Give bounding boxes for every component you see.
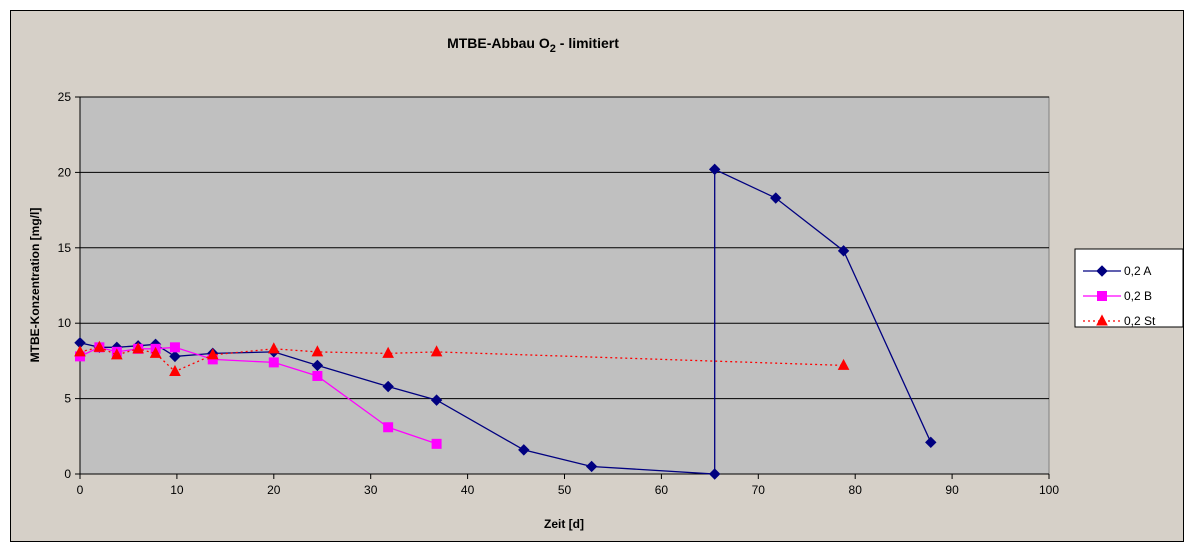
x-tick-label: 70 — [752, 483, 766, 497]
y-tick-label: 0 — [64, 467, 71, 481]
data-point-diamond — [708, 468, 721, 480]
axes: 0 5 10 15 20 25 0 10 20 30 40 50 60 70 80 90 100 — [58, 90, 1060, 497]
x-tick-label: 80 — [849, 483, 863, 497]
y-tick-label: 15 — [58, 241, 72, 255]
plot-area — [79, 96, 1050, 475]
y-tick-label: 5 — [64, 392, 71, 406]
data-point-diamond — [770, 192, 782, 204]
chart-title-rest: - limitiert — [556, 35, 619, 51]
data-point-triangle — [382, 346, 394, 358]
data-point-triangle — [93, 340, 106, 352]
chart-title-subscript: 2 — [550, 43, 556, 55]
legend-box — [1074, 248, 1184, 328]
y-axis-label: MTBE-Konzentration [mg/l] — [28, 208, 42, 363]
grid-lines — [80, 96, 1049, 400]
legend-marker-diamond — [1096, 265, 1108, 277]
data-point-triangle — [149, 346, 162, 358]
data-point-diamond — [925, 436, 937, 449]
chart-area: MTBE-Abbau O2 - limitiert 0 5 10 15 20 25 0 10 2… — [10, 10, 1184, 542]
x-axis-label: Zeit [d] — [544, 517, 584, 531]
data-point-square — [431, 438, 442, 449]
data-point-diamond — [518, 444, 530, 456]
data-point-diamond — [585, 460, 598, 473]
data-point-triangle — [74, 345, 86, 357]
legend-label: 0,2 St — [1124, 314, 1156, 328]
data-point-diamond — [311, 359, 324, 372]
data-point-square — [268, 357, 279, 368]
data-point-triangle — [206, 348, 219, 360]
series-line-triangle — [79, 346, 844, 373]
data-point-triangle — [110, 348, 123, 360]
data-point-diamond — [382, 380, 394, 393]
data-point-diamond — [708, 163, 721, 176]
data-point-square — [312, 370, 323, 381]
data-point-diamond — [430, 394, 443, 406]
data-point-triangle — [169, 364, 181, 376]
x-tick-label: 0 — [77, 483, 84, 497]
chart-title-main: MTBE-Abbau O — [447, 35, 550, 51]
data-point-diamond — [169, 350, 181, 363]
x-tick-label: 60 — [655, 483, 669, 497]
legend-marker-triangle — [1096, 314, 1108, 326]
data-point-diamond — [837, 245, 850, 257]
legend-label: 0,2 B — [1124, 289, 1152, 303]
y-tick-label: 10 — [58, 316, 72, 330]
x-tick-label: 20 — [267, 483, 281, 497]
data-point-triangle — [267, 342, 280, 354]
data-point-triangle — [132, 342, 144, 354]
x-tick-label: 30 — [364, 483, 378, 497]
legend-label: 0,2 A — [1124, 264, 1151, 278]
x-tick-label: 50 — [558, 483, 572, 497]
series-layer — [74, 163, 937, 480]
x-tick-label: 100 — [1039, 483, 1059, 497]
x-tick-label: 90 — [945, 483, 959, 497]
data-point-square — [169, 342, 180, 353]
x-tick-label: 10 — [170, 483, 184, 497]
chart-title: MTBE-Abbau O2 - limitiert — [447, 35, 619, 55]
data-point-square — [383, 422, 394, 433]
legend-marker-square — [1097, 291, 1107, 301]
data-point-triangle — [837, 358, 850, 370]
x-tick-label: 40 — [461, 483, 475, 497]
y-tick-label: 25 — [58, 90, 72, 104]
data-point-triangle — [430, 345, 443, 357]
data-point-triangle — [311, 345, 324, 357]
y-tick-label: 20 — [58, 165, 72, 179]
legend: 0,2 A 0,2 B 0,2 St — [1074, 248, 1184, 328]
